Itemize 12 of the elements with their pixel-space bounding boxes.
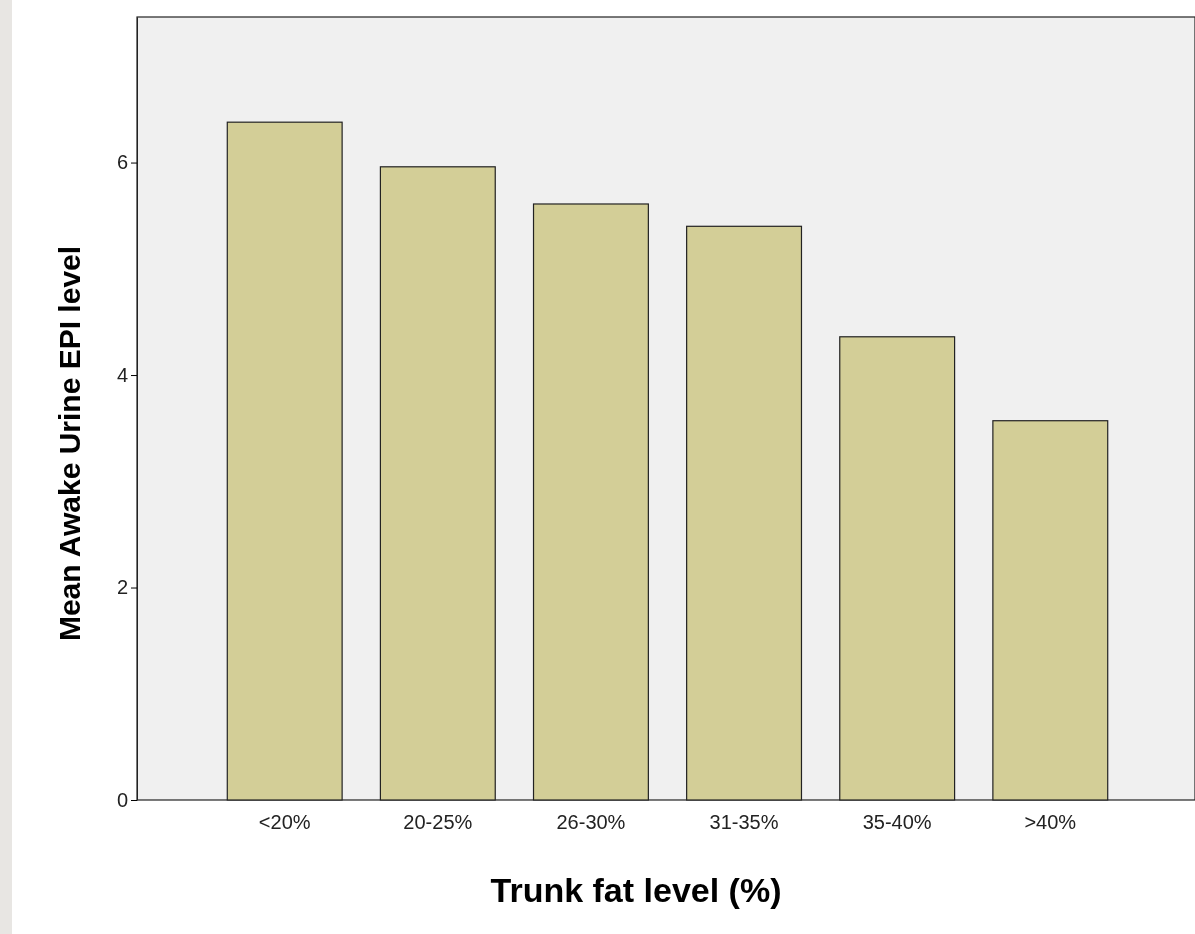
x-tick-label: 31-35%: [709, 811, 779, 833]
y-tick-label: 6: [116, 151, 128, 174]
x-tick-label: 20-25%: [403, 811, 473, 833]
y-tick-label: 0: [116, 788, 128, 811]
y-tick-label: 4: [116, 363, 128, 386]
x-tick-label: >40%: [1024, 811, 1077, 833]
x-tick-label: 35-40%: [862, 811, 932, 833]
y-axis-title: Mean Awake Urine EPI level: [53, 245, 86, 642]
x-tick-label: 26-30%: [556, 811, 626, 833]
x-axis-title: Trunk fat level (%): [490, 871, 782, 909]
y-tick-label: 2: [116, 576, 128, 599]
x-tick-label: <20%: [258, 811, 311, 833]
